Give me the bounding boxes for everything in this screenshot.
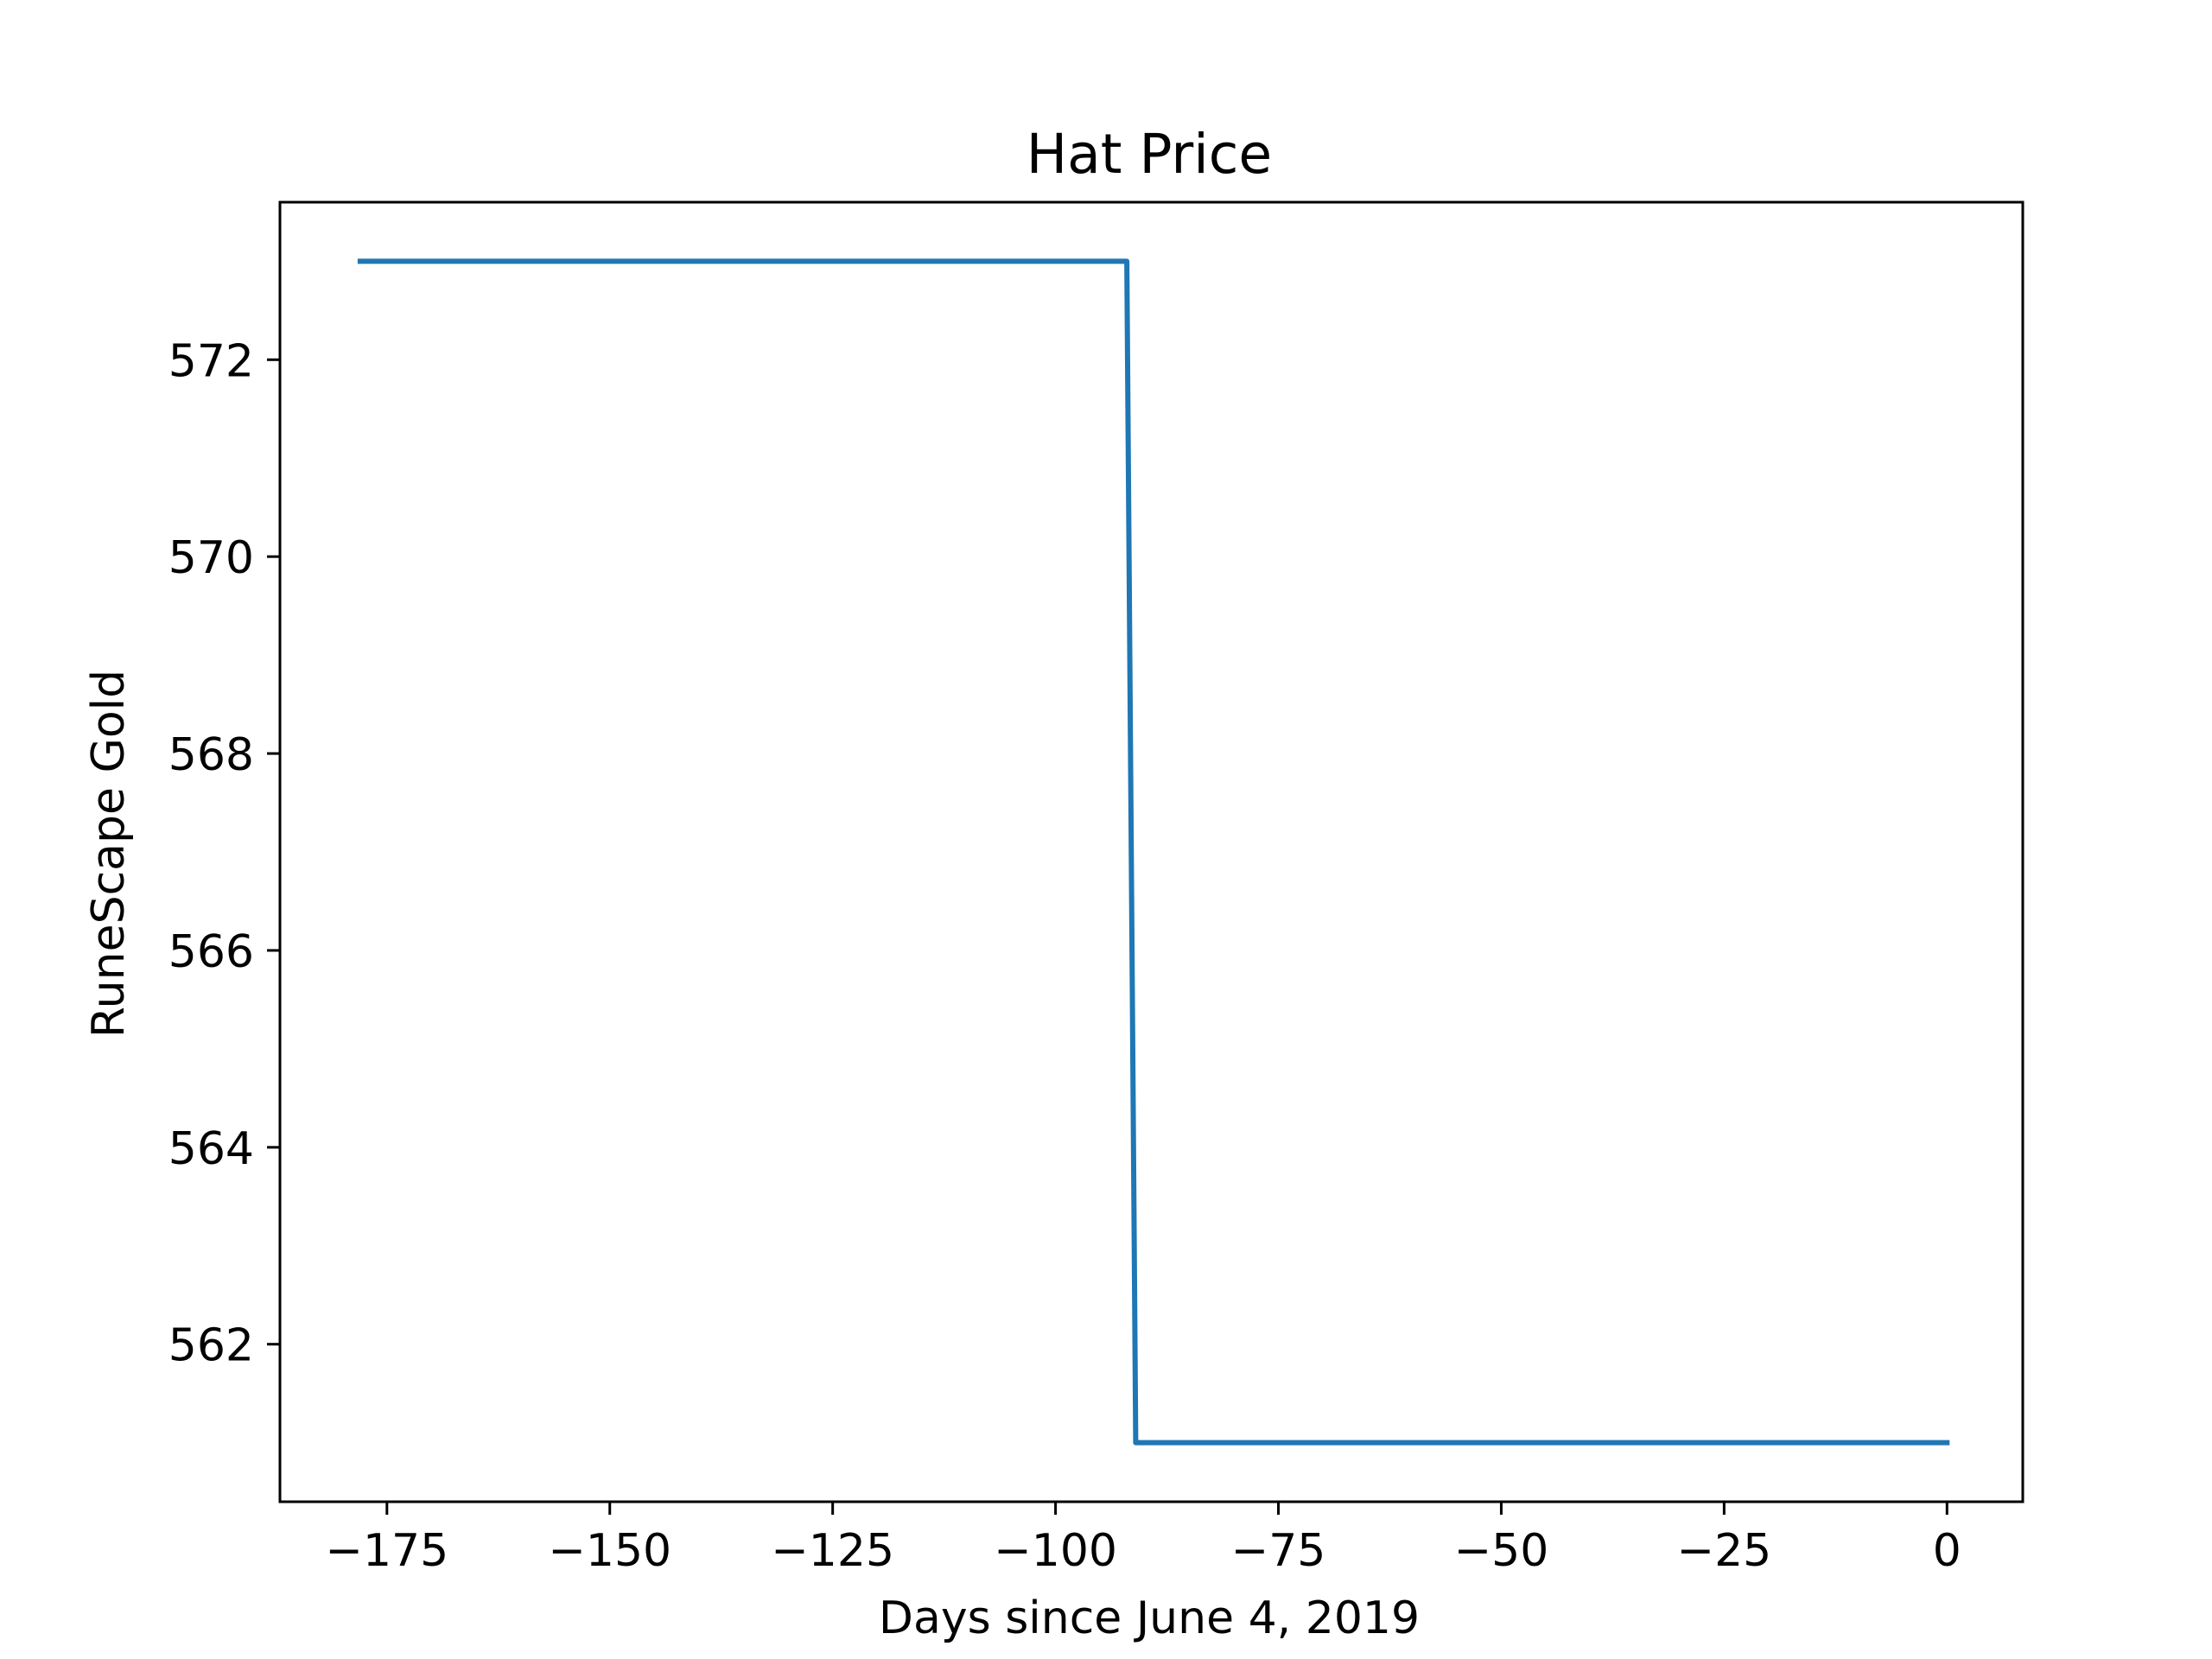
y-tick-label: 570 (168, 532, 254, 584)
y-axis-ticks: 562 564 566 568 570 572 (168, 335, 280, 1372)
x-tick-label: −100 (994, 1525, 1117, 1577)
x-axis-ticks: −175 −150 −125 −100 −75 −50 −25 0 (325, 1502, 1961, 1577)
y-tick-label: 566 (168, 926, 254, 978)
x-tick-label: 0 (1933, 1525, 1961, 1577)
x-tick-label: −150 (548, 1525, 671, 1577)
y-tick-label: 564 (168, 1123, 254, 1175)
plot-frame (278, 200, 2024, 1503)
y-tick-label: 568 (168, 729, 254, 781)
x-axis-label: Days since June 4, 2019 (879, 1592, 1420, 1644)
x-tick-label: −75 (1231, 1525, 1326, 1577)
y-tick-label: 562 (168, 1320, 254, 1372)
y-tick-label: 572 (168, 335, 254, 387)
series-line (357, 258, 1950, 1446)
x-tick-label: −175 (325, 1525, 448, 1577)
x-tick-label: −125 (771, 1525, 894, 1577)
x-tick-label: −50 (1454, 1525, 1549, 1577)
x-tick-label: −25 (1677, 1525, 1772, 1577)
chart-title: Hat Price (1027, 123, 1272, 186)
y-axis-label: RuneScape Gold (83, 670, 135, 1038)
series-group (357, 258, 1950, 1446)
